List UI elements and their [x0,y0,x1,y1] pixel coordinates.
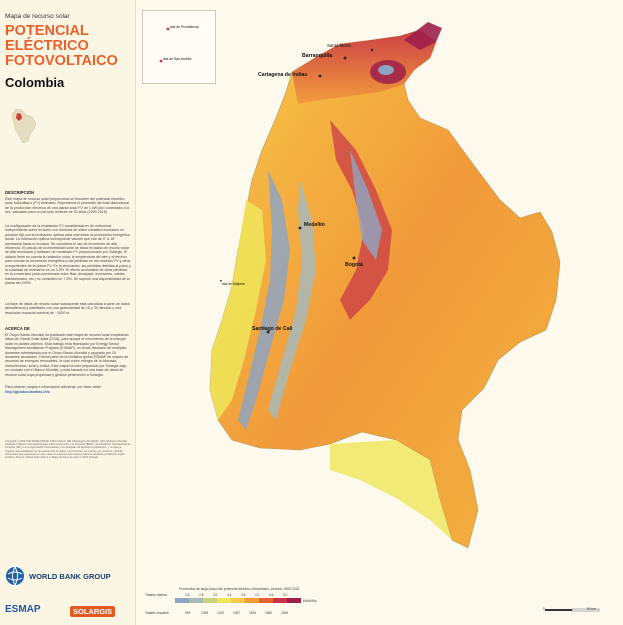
legend-color-bar [175,598,301,603]
legend-daily-tick: 2.6 [185,593,190,597]
title-line-1: POTENCIAL [5,23,89,39]
legend-swatch [231,598,245,603]
legend-swatch [259,598,273,603]
malpelo-marker [220,280,222,282]
inset-label-providencia: Isla de Providencia [170,25,199,29]
sierra-nevada-peak [378,65,394,75]
map-eyebrow: Mapa de recurso solar [5,13,70,20]
legend-swatch [273,598,287,603]
title-line-2: ELÉCTRICO [5,38,89,54]
acerca-paragraph-1: El Grupo Banco Mundial ha publicado este… [5,333,129,377]
world-bank-logo: WORLD BANK GROUP [5,566,111,586]
la-guajira [404,22,442,50]
legend-annual-tick: 1680 [265,611,273,615]
legend-daily-tick: 2.8 [199,593,204,597]
copyright-fine-print: Copyright © 2019 THE WORLD BANK 1818 H S… [5,440,131,460]
marker-santa-marta [370,48,374,52]
legend-daily-label: Totales diarios: [145,593,168,597]
pacific-lowlands [210,200,266,420]
legend-swatch [189,598,203,603]
solargis-logo: SOLARGIS [70,606,116,617]
atlas-link[interactable]: http://globalsolaratlas.info [5,390,50,394]
globe-icon [6,566,24,586]
solar-potential-map[interactable] [137,0,623,625]
city-label-barranquilla: Barranquilla [302,53,333,59]
map-title: POTENCIAL ELÉCTRICO FOTOVOLTAICO [5,24,133,69]
legend-daily-tick: 3.8 [241,593,246,597]
legend-title: Promedios de largo plazo del potencial e… [179,587,300,591]
descripcion-paragraph-2: La configuración de la instalación FV co… [5,224,131,286]
legend-daily-tick: 3.4 [227,593,232,597]
legend-swatch [175,598,189,603]
marker-cartagena [318,74,322,78]
info-panel: Mapa de recurso solar POTENCIAL ELÉCTRIC… [0,0,136,625]
legend-annual-label: Totales anuales: [145,611,170,615]
locator-map [11,108,37,144]
legend-unit: kWh/kWp [303,599,317,603]
city-label-santa-marta: Santa Marta [327,43,351,48]
legend-swatch [203,598,217,603]
central-cordillera [268,180,316,420]
legend-swatch [287,598,301,603]
legend: Promedios de largo plazo del potencial e… [145,587,325,621]
city-label-medellin: Medellín [304,222,325,228]
scale-end-label: 50 km [587,607,596,611]
marker-barranquilla [343,56,347,60]
wbg-wordmark: WORLD BANK GROUP [29,571,111,581]
country-name: Colombia [5,75,65,90]
legend-daily-tick: 3.0 [213,593,218,597]
legend-annual-tick: 1242 [217,611,225,615]
marker-cali [266,330,270,334]
scale-bar: 0 50 km [543,601,603,613]
title-line-3: FOTOVOLTAICO [5,53,118,69]
legend-swatch [245,598,259,603]
legend-annual-tick: 1826 [281,611,289,615]
acerca-paragraph-2: Para obtener mapas e información adicion… [5,385,102,389]
inset-label-san-andres: Isla de San Andrés [163,57,192,61]
scale-zero-label: 0 [543,607,545,611]
legend-annual-tick: 949 [185,611,191,615]
colombia-territory [209,29,561,549]
descripcion-paragraph-1: Este mapa de recurso solar proporciona u… [5,197,130,215]
marker-medellin [298,226,302,230]
legend-daily-tick: 4.2 [255,593,260,597]
legend-swatch [217,598,231,603]
descripcion-paragraph-3: La base de datos de recurso solar subyac… [5,302,130,315]
esmap-logo: ESMAP [5,604,41,615]
legend-annual-tick: 1534 [249,611,257,615]
caribbean-north [292,30,436,104]
legend-daily-tick: 4.6 [269,593,274,597]
city-label-cali: Santiago de Cali [252,326,293,332]
descripcion-heading: DESCRIPCIÓN [5,190,35,195]
legend-daily-tick: 5.0 [283,593,288,597]
city-label-malpelo: Isla de Malpelo [222,282,245,286]
scale-bar-line [545,608,600,612]
legend-annual-tick: 1387 [233,611,241,615]
inset-map [159,27,170,63]
city-label-cartagena: Cartagena de Indias [258,72,308,78]
city-label-bogota: Bogotá [345,262,363,268]
legend-annual-tick: 1095 [201,611,209,615]
amazon-lowlands [330,440,452,540]
acerca-heading: ACERCA DE [5,326,30,331]
islands-inset[interactable]: Isla de Providencia Isla de San Andrés [142,10,216,84]
eastern-cordillera-high [350,150,382,260]
western-cordillera [238,170,290,430]
marker-bogota [352,256,356,260]
